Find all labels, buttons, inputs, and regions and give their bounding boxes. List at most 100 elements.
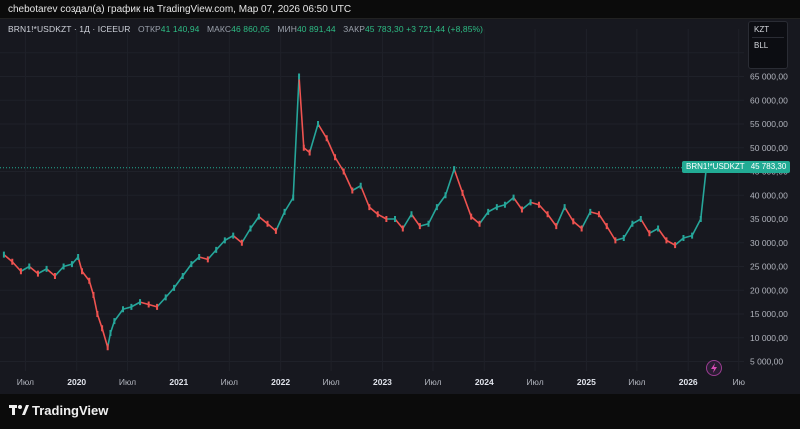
data-point [130, 303, 133, 310]
data-point [674, 242, 677, 249]
data-point [81, 268, 84, 275]
unit-button[interactable]: BLL [754, 41, 769, 50]
y-tick-label: 30 000,00 [750, 238, 788, 248]
data-point [302, 144, 305, 151]
data-point [461, 189, 464, 196]
data-point [376, 211, 379, 218]
data-point [487, 208, 490, 215]
series-segment [317, 123, 328, 140]
symbol-name[interactable]: BRN1!*USDKZT · 1Д · ICEEUR [8, 24, 131, 34]
data-point [88, 277, 91, 284]
series-segment [605, 225, 617, 242]
tradingview-logo: TradingView [9, 403, 108, 418]
data-point [70, 261, 73, 268]
price-chart[interactable]: 5 000,00 10 000,00 15 000,00 20 000,00 25 00… [0, 19, 800, 394]
series-segment [598, 213, 608, 227]
series-segment [648, 227, 659, 235]
data-point [427, 220, 430, 227]
series-segment [298, 75, 305, 149]
series-segment [563, 206, 575, 223]
y-tick-label: 10 000,00 [750, 333, 788, 343]
series-segment [521, 201, 532, 211]
data-point [198, 254, 201, 260]
x-tick-label: 2022 [271, 377, 290, 387]
data-point [53, 273, 56, 279]
series-segment [28, 265, 39, 275]
data-point [77, 254, 80, 260]
series-segment [3, 253, 14, 263]
series-segment [62, 263, 73, 268]
data-point [368, 204, 371, 211]
series-segment [292, 75, 300, 199]
series-segment [101, 327, 109, 349]
data-point [334, 154, 337, 161]
series-segment [529, 201, 540, 206]
data-point [639, 216, 642, 222]
data-point [555, 223, 558, 230]
series-segment [699, 166, 708, 220]
data-point [206, 256, 209, 263]
y-tick-label: 60 000,00 [750, 95, 788, 105]
x-tick-label: 2023 [373, 377, 392, 387]
x-tick-label: 2024 [475, 377, 494, 387]
data-point [342, 168, 345, 175]
data-point [325, 135, 328, 142]
lightning-icon[interactable] [706, 360, 722, 376]
series-segment [241, 227, 252, 244]
data-point [164, 294, 167, 301]
currency-unit-menu[interactable]: KZT BLL [748, 21, 788, 69]
data-point [283, 208, 286, 215]
x-tick-label: Июл [628, 377, 645, 387]
data-point [546, 211, 549, 218]
series-segment [546, 213, 558, 227]
data-point [11, 258, 14, 265]
data-point [444, 192, 447, 199]
series-segment [402, 213, 413, 230]
series-segment [639, 218, 651, 235]
data-point [691, 232, 694, 239]
series-segment [512, 196, 523, 211]
series-segment [224, 234, 235, 242]
price-label-value: 45 783,30 [750, 162, 787, 171]
series-segment [657, 227, 668, 242]
data-point [106, 344, 109, 351]
data-point [478, 220, 481, 227]
x-tick-label: Июл [221, 377, 238, 387]
data-point [109, 330, 112, 336]
y-tick-label: 5 000,00 [750, 357, 783, 367]
series-segment [334, 156, 345, 173]
series-segment [622, 222, 634, 239]
high-value: 46 860,05 [231, 24, 270, 34]
series-segment [682, 234, 693, 239]
data-point [435, 204, 438, 211]
series-segment [368, 206, 379, 216]
series-segment [342, 170, 354, 192]
x-tick-label: Июл [322, 377, 339, 387]
data-point [156, 303, 159, 310]
data-point [317, 121, 320, 127]
series-segment [147, 303, 158, 308]
data-point [249, 225, 252, 232]
chart-area[interactable]: 5 000,00 10 000,00 15 000,00 20 000,00 25 00… [0, 18, 800, 394]
data-point [563, 204, 566, 211]
data-point [401, 225, 404, 232]
tradingview-logo-icon [9, 404, 29, 416]
data-point [147, 301, 150, 308]
series-segment [173, 275, 184, 289]
data-point [699, 216, 702, 222]
series-segment [181, 263, 193, 277]
data-point [96, 311, 99, 317]
data-point [622, 235, 625, 241]
data-point [139, 299, 142, 306]
data-point [351, 187, 354, 194]
data-point [453, 166, 456, 173]
data-point [503, 201, 506, 208]
series-segment [691, 218, 702, 237]
series-segment [572, 220, 583, 230]
series-segment [580, 211, 592, 230]
series-segment [359, 184, 371, 208]
series-segment [461, 192, 472, 218]
currency-button[interactable]: KZT [754, 25, 770, 34]
x-tick-label: 2026 [679, 377, 698, 387]
data-point [495, 204, 498, 211]
